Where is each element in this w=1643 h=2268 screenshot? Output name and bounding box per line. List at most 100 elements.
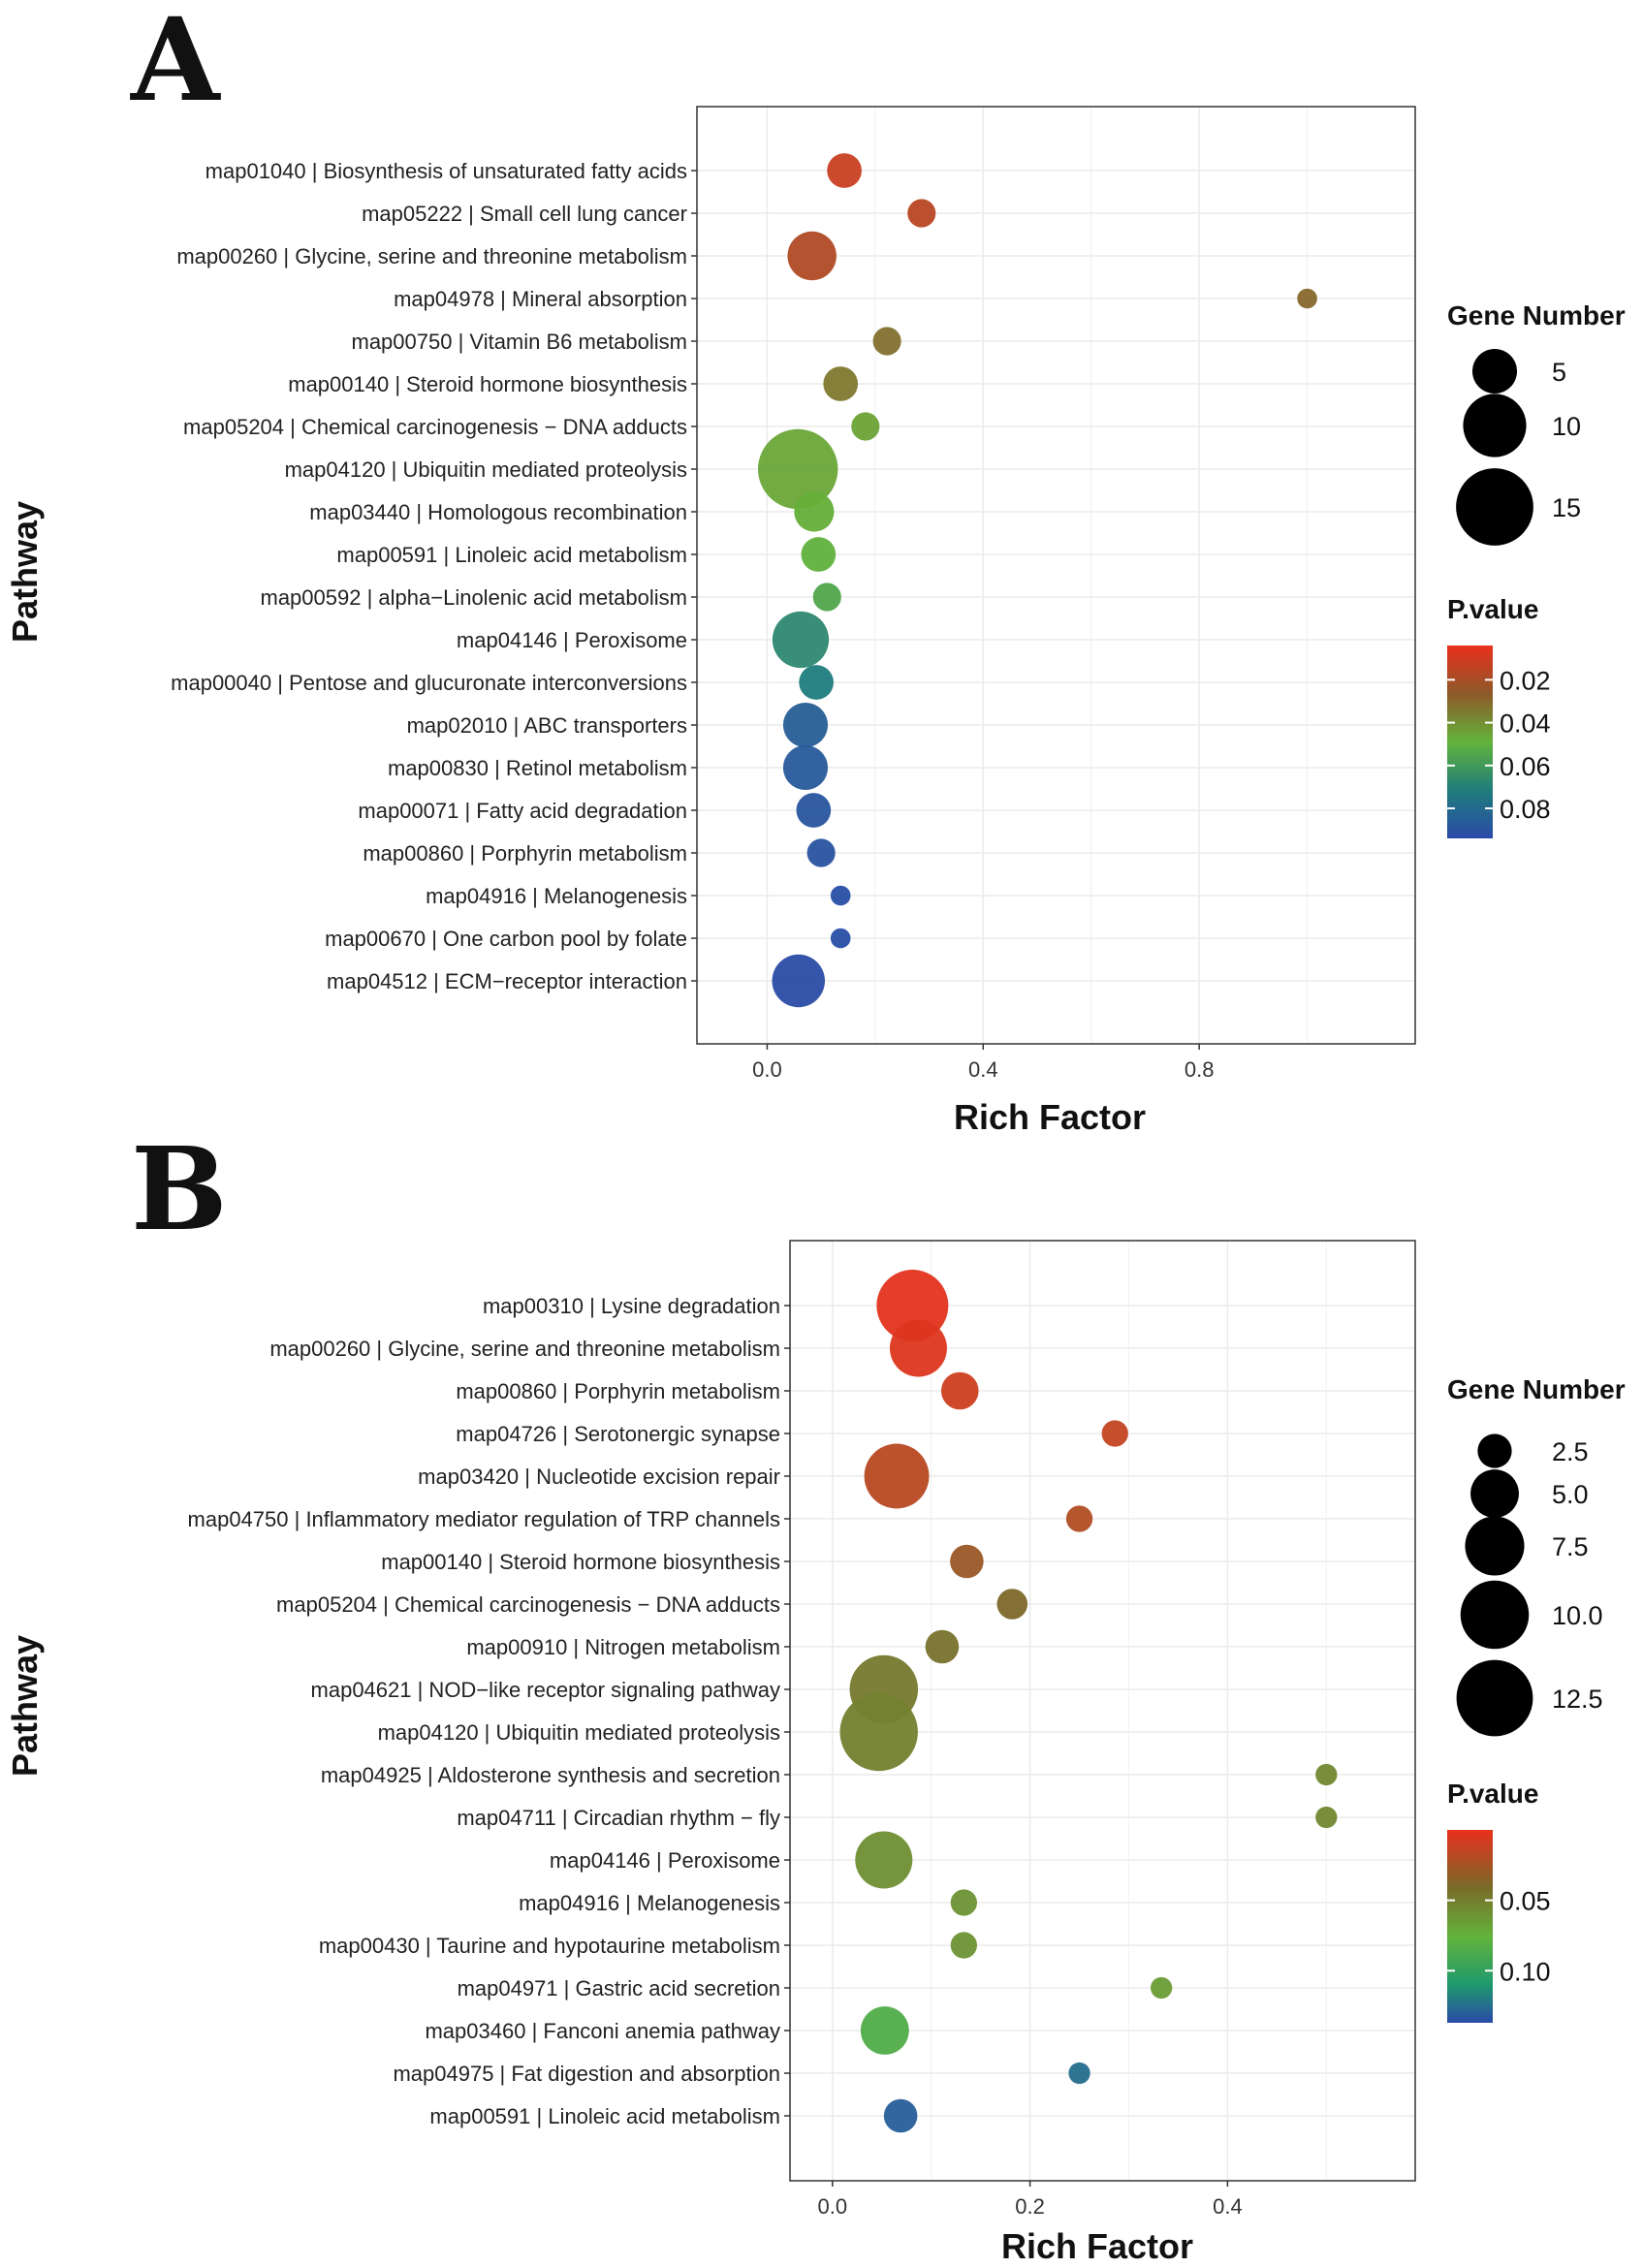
panel-letter-b: B <box>131 1121 228 1256</box>
size-legend-title-b: Gene Number <box>1447 1374 1626 1404</box>
size-legend-circle <box>1470 1469 1519 1518</box>
color-legend-title-a: P.value <box>1447 594 1538 624</box>
data-point <box>782 744 829 791</box>
data-point <box>812 583 841 612</box>
panel-a: A map01040 | Biosynthesis of unsaturated… <box>5 0 1626 1137</box>
y-tick-label: map01040 | Biosynthesis of unsaturated f… <box>205 159 687 183</box>
y-tick-label: map04971 | Gastric acid secretion <box>458 1976 780 2000</box>
y-tick-label: map04120 | Ubiquitin mediated proteolysi… <box>285 457 687 482</box>
data-point <box>950 1544 984 1579</box>
data-point <box>801 537 837 572</box>
data-point <box>799 665 834 700</box>
data-point <box>889 1319 947 1377</box>
x-axis-title-a: Rich Factor <box>954 1097 1146 1137</box>
color-legend-label: 0.04 <box>1500 709 1551 739</box>
data-point <box>996 1589 1028 1620</box>
color-legend-a: P.value 0.02 0.04 0.06 0.08 <box>1447 594 1551 838</box>
size-legend-title-a: Gene Number <box>1447 300 1626 331</box>
y-tick-label: map04916 | Melanogenesis <box>519 1891 780 1915</box>
data-point <box>830 928 851 949</box>
size-legend-circle <box>1465 1516 1525 1576</box>
y-tick-label: map00260 | Glycine, serine and threonine… <box>269 1337 780 1361</box>
size-legend-b: Gene Number 2.5 5.0 7.5 10.0 12.5 <box>1447 1374 1626 1737</box>
y-tick-label: map00140 | Steroid hormone biosynthesis <box>381 1550 780 1574</box>
data-point <box>1068 2062 1090 2085</box>
size-legend-label: 10 <box>1552 412 1581 441</box>
color-bar-a <box>1447 646 1493 838</box>
y-tick-label: map00591 | Linoleic acid metabolism <box>429 2104 780 2128</box>
y-tick-label: map00670 | One carbon pool by folate <box>325 927 687 951</box>
y-tick-label: map04711 | Circadian rhythm − fly <box>457 1806 780 1830</box>
y-tick-label: map00860 | Porphyrin metabolism <box>363 841 687 866</box>
y-tick-label: map05204 | Chemical carcinogenesis − DNA… <box>276 1592 780 1617</box>
y-tick-label: map03420 | Nucleotide excision repair <box>418 1465 780 1489</box>
panel-b: B map00310 | Lysine degradation map00260 … <box>5 1121 1626 2266</box>
data-point <box>782 702 829 748</box>
x-axis-title-b: Rich Factor <box>1001 2226 1193 2266</box>
y-tick-label: map00830 | Retinol metabolism <box>388 756 687 780</box>
data-point <box>883 2098 918 2133</box>
data-point <box>1297 288 1317 309</box>
data-point <box>1315 1806 1338 1829</box>
data-point <box>940 1371 979 1410</box>
y-tick-label: map05204 | Chemical carcinogenesis − DNA… <box>183 415 687 439</box>
y-tick-label: map04925 | Aldosterone synthesis and sec… <box>321 1763 780 1787</box>
data-point <box>796 793 832 828</box>
x-tick-label: 0.4 <box>968 1057 998 1082</box>
x-tick-label: 0.2 <box>1015 2194 1045 2219</box>
x-tick-label: 0.4 <box>1213 2194 1243 2219</box>
data-point <box>794 491 835 532</box>
data-point <box>860 2006 909 2055</box>
size-legend-label: 10.0 <box>1552 1601 1603 1630</box>
plot-a: map01040 | Biosynthesis of unsaturated f… <box>171 106 1416 1082</box>
y-tick-label: map04146 | Peroxisome <box>550 1848 780 1873</box>
y-tick-label: map00910 | Nitrogen metabolism <box>466 1635 780 1659</box>
data-point <box>827 153 862 188</box>
y-tick-label: map00260 | Glycine, serine and threonine… <box>176 244 687 268</box>
data-point <box>864 1443 930 1509</box>
plot-b: map00310 | Lysine degradation map00260 | … <box>188 1240 1416 2219</box>
x-tick-label: 0.0 <box>752 1057 782 1082</box>
data-point <box>950 1889 977 1916</box>
y-tick-label: map00860 | Porphyrin metabolism <box>456 1379 780 1403</box>
size-legend-label: 2.5 <box>1552 1437 1589 1466</box>
size-legend-circle <box>1456 468 1533 546</box>
x-tick-label: 0.8 <box>1185 1057 1215 1082</box>
y-axis-title-b: Pathway <box>5 1635 45 1777</box>
data-point <box>823 366 859 401</box>
data-point <box>851 412 880 441</box>
y-tick-label: map00071 | Fatty acid degradation <box>358 799 687 823</box>
y-tick-label: map04621 | NOD−like receptor signaling p… <box>311 1678 780 1702</box>
y-tick-label: map04750 | Inflammatory mediator regulat… <box>188 1507 780 1531</box>
color-legend-label: 0.06 <box>1500 752 1551 781</box>
color-legend-label: 0.02 <box>1500 666 1551 695</box>
y-tick-label: map04916 | Melanogenesis <box>426 884 687 908</box>
size-legend-label: 7.5 <box>1552 1532 1589 1561</box>
plot-frame <box>696 106 1416 1045</box>
y-tick-label: map04512 | ECM−receptor interaction <box>327 969 687 993</box>
data-point <box>839 1692 918 1772</box>
color-legend-title-b: P.value <box>1447 1779 1538 1809</box>
y-axis-title-a: Pathway <box>5 501 45 643</box>
color-bar-b <box>1447 1830 1493 2023</box>
y-tick-label: map00140 | Steroid hormone biosynthesis <box>288 372 687 396</box>
data-point <box>772 611 830 669</box>
data-point <box>1101 1420 1128 1447</box>
data-point <box>787 231 837 281</box>
y-tick-label: map00591 | Linoleic acid metabolism <box>336 543 687 567</box>
data-point <box>1065 1505 1093 1532</box>
y-tick-label: map00430 | Taurine and hypotaurine metab… <box>319 1934 780 1958</box>
data-point <box>806 838 836 867</box>
size-legend-label: 12.5 <box>1552 1685 1603 1714</box>
y-tick-label: map04978 | Mineral absorption <box>394 287 687 311</box>
data-point <box>907 199 936 228</box>
panel-letter-a: A <box>130 0 221 127</box>
size-legend-circle <box>1477 1433 1512 1468</box>
y-tick-label: map03440 | Homologous recombination <box>309 500 687 524</box>
y-tick-label: map00592 | alpha−Linolenic acid metaboli… <box>261 585 688 610</box>
y-tick-label: map02010 | ABC transporters <box>407 713 687 738</box>
y-tick-label: map04726 | Serotonergic synapse <box>456 1422 780 1446</box>
y-tick-label: map03460 | Fanconi anemia pathway <box>425 2019 780 2043</box>
y-tick-label: map05222 | Small cell lung cancer <box>362 202 687 226</box>
